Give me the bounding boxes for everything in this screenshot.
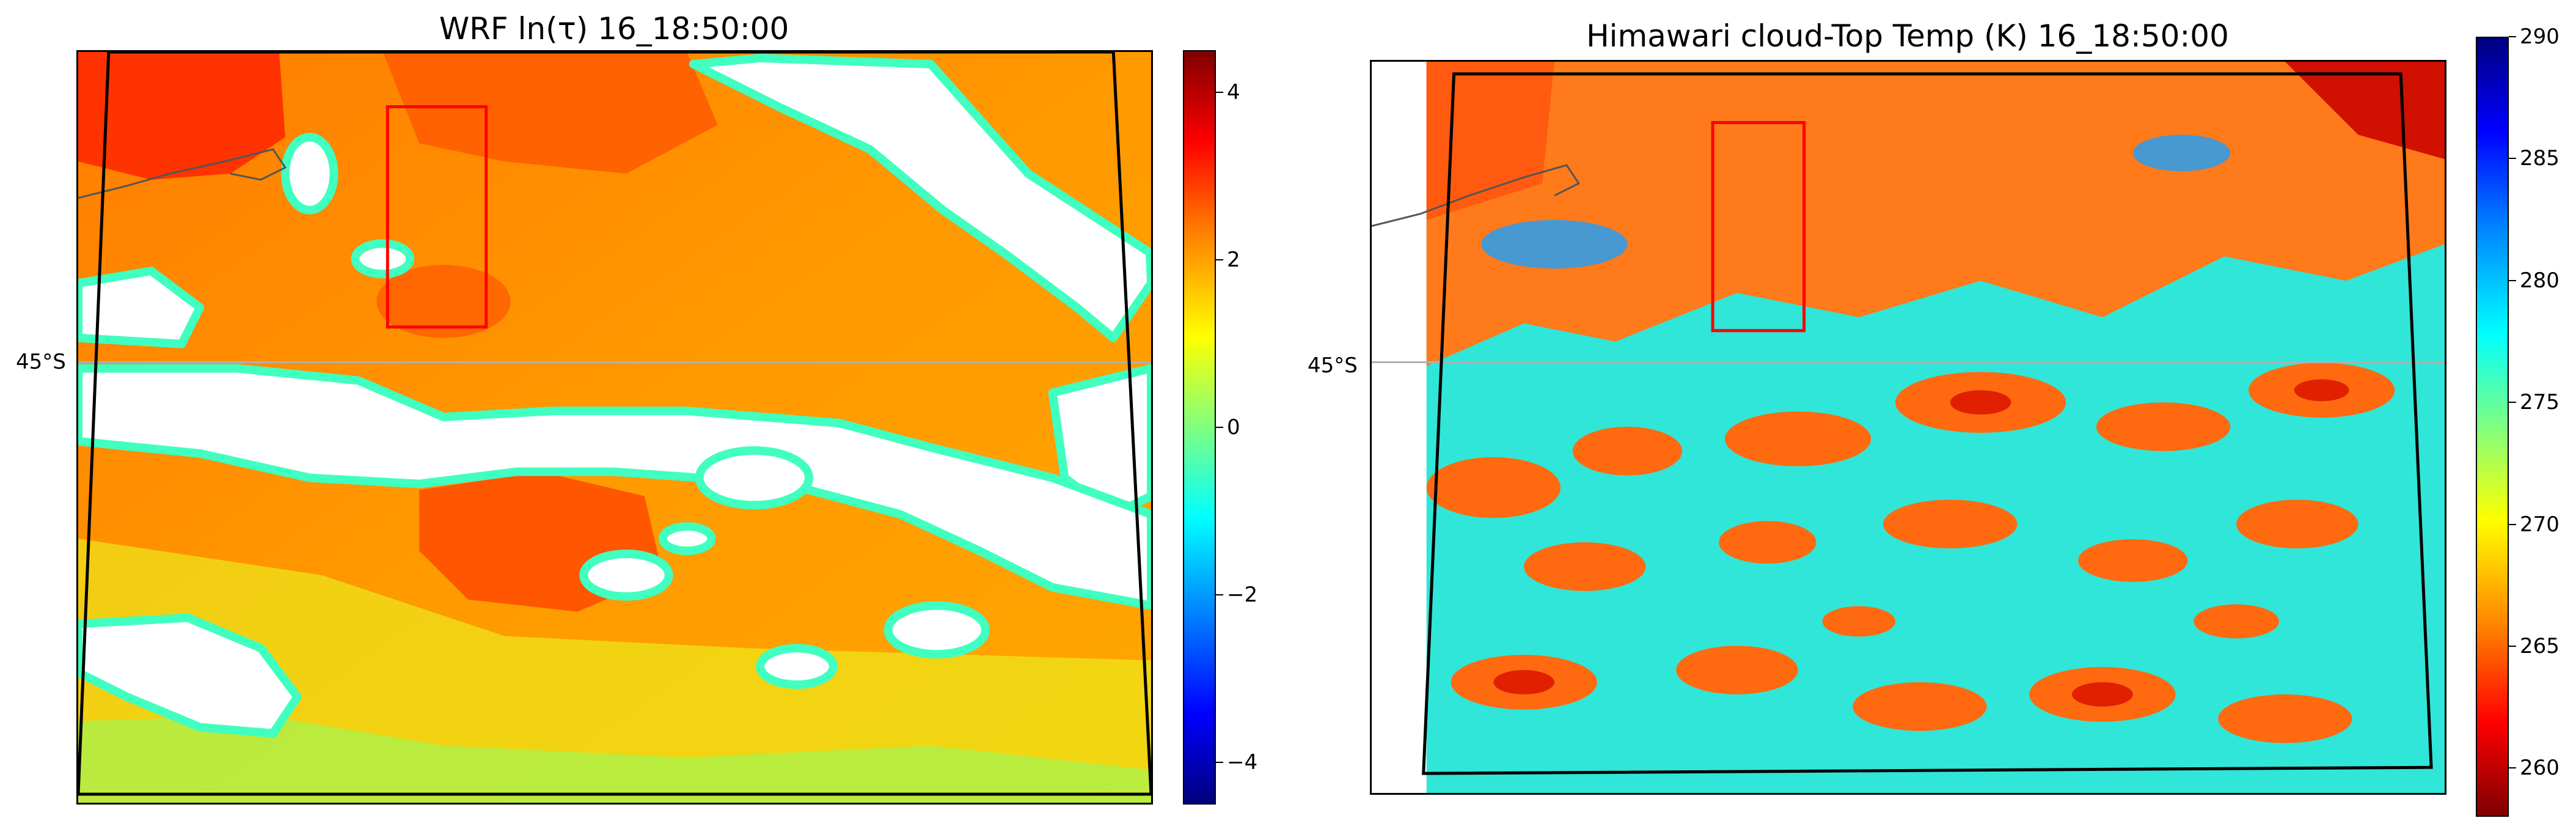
left-thick-cloud-nw	[78, 52, 285, 180]
left-rim-band	[78, 715, 1151, 803]
left-clear-hole5	[351, 239, 415, 279]
colorbar-tick-mark	[1216, 427, 1223, 428]
left-chart-title: WRF ln(τ) 16_18:50:00	[439, 11, 789, 46]
right-domain-outline	[1422, 72, 2433, 775]
right-core-group	[1493, 379, 2349, 707]
left-clear-west	[78, 267, 205, 348]
left-clear-hole4	[756, 644, 838, 689]
right-patch-3	[1725, 411, 1872, 466]
right-patch-18	[2194, 604, 2279, 639]
left-clear-ne	[689, 53, 1151, 342]
colorbar-tick-mark	[2509, 402, 2516, 403]
right-map-svg	[1372, 62, 2445, 793]
left-lat-label-45s: 45°S	[16, 350, 66, 374]
colorbar-tick-label: 285	[2520, 146, 2560, 171]
colorbar-tick-label: 265	[2520, 633, 2560, 658]
colorbar-tick-label: 4	[1227, 79, 1240, 105]
right-patch-13	[1676, 646, 1798, 695]
right-colorbar	[2476, 37, 2509, 817]
right-highlight-box	[1711, 121, 1806, 333]
colorbar-tick-label: −4	[1227, 750, 1258, 775]
left-clear-sw	[78, 613, 302, 738]
right-warm-spot1	[1481, 219, 1628, 269]
right-patch-11	[2236, 499, 2358, 549]
right-lat-label-45s: 45°S	[1308, 353, 1358, 378]
right-patch-2	[1572, 427, 1683, 476]
colorbar-tick-mark	[2509, 36, 2516, 37]
colorbar-tick-mark	[2509, 279, 2516, 281]
right-coastline	[1372, 164, 1581, 227]
colorbar-tick-label: 260	[2520, 756, 2560, 781]
left-clear-hole6	[658, 522, 716, 555]
colorbar-tick-label: 275	[2520, 390, 2560, 415]
colorbar-tick-mark	[2509, 158, 2516, 160]
right-core-1	[1950, 390, 2011, 415]
right-core-3	[2072, 682, 2133, 707]
right-map-panel	[1370, 60, 2446, 795]
right-patch-9	[1883, 499, 2018, 549]
colorbar-tick-label: 0	[1227, 415, 1240, 440]
right-warm-spot2	[2132, 134, 2231, 172]
left-highlight-box	[386, 105, 488, 329]
right-margin	[1372, 62, 1427, 793]
left-coastline	[78, 148, 287, 199]
left-thick-cloud-blob1	[376, 265, 511, 338]
colorbar-tick-label: 290	[2520, 24, 2560, 49]
colorbar-tick-label: −2	[1227, 583, 1258, 608]
left-colorbar	[1183, 50, 1216, 805]
colorbar-tick-label: 270	[2520, 512, 2560, 537]
colorbar-tick-mark	[1216, 594, 1223, 596]
colorbar-tick-mark	[2509, 645, 2516, 647]
right-patch-16	[2218, 694, 2352, 743]
colorbar-tick-label: 280	[2520, 268, 2560, 293]
colorbar-tick-mark	[1216, 762, 1223, 764]
left-clear-hole1	[695, 446, 813, 510]
right-patch-14	[1853, 682, 1987, 731]
colorbar-tick-label: 2	[1227, 247, 1240, 272]
left-clearsky-group	[78, 53, 1151, 738]
left-clear-mid	[78, 364, 1151, 610]
left-map-panel	[76, 50, 1153, 805]
right-patch-1	[1426, 457, 1561, 518]
right-patch-8	[1719, 521, 1817, 564]
left-clear-hole2	[579, 550, 673, 601]
right-patch-5	[2096, 402, 2231, 451]
left-thick-cloud-top	[382, 52, 718, 174]
right-core-2	[1493, 670, 1554, 695]
right-core-4	[2294, 379, 2349, 402]
left-map-svg	[78, 52, 1151, 803]
colorbar-tick-mark	[1216, 91, 1223, 93]
colorbar-tick-mark	[1216, 259, 1223, 260]
right-chart-title: Himawari cloud-Top Temp (K) 16_18:50:00	[1586, 18, 2229, 54]
left-domain-outline	[78, 52, 1151, 796]
right-patch-17	[1822, 606, 1896, 637]
left-clear-hole3	[884, 601, 990, 659]
colorbar-tick-mark	[2509, 523, 2516, 525]
right-patch-7	[1524, 542, 1646, 591]
right-patch-10	[2078, 539, 2188, 582]
left-clear-hole7	[280, 133, 338, 215]
right-cold-west	[1426, 62, 1554, 220]
colorbar-tick-mark	[2509, 767, 2516, 769]
